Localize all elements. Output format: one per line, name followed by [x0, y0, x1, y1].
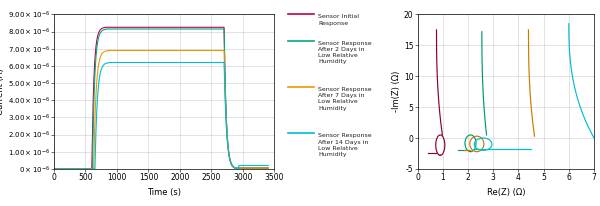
Text: Sensor Response
After 2 Days in
Low Relative
Humidity: Sensor Response After 2 Days in Low Rela… [318, 41, 372, 64]
Text: Sensor Response
After 7 Days in
Low Relative
Humidity: Sensor Response After 7 Days in Low Rela… [318, 87, 372, 111]
Text: Sensor Initial
Response: Sensor Initial Response [318, 14, 359, 26]
X-axis label: Time (s): Time (s) [147, 188, 181, 197]
Text: Sensor Response
After 14 Days in
Low Relative
Humidity: Sensor Response After 14 Days in Low Rel… [318, 133, 372, 157]
X-axis label: Re(Z) (Ω): Re(Z) (Ω) [487, 188, 525, 197]
Y-axis label: Current (A): Current (A) [0, 68, 5, 115]
Y-axis label: -Im(Z) (Ω): -Im(Z) (Ω) [392, 71, 401, 112]
